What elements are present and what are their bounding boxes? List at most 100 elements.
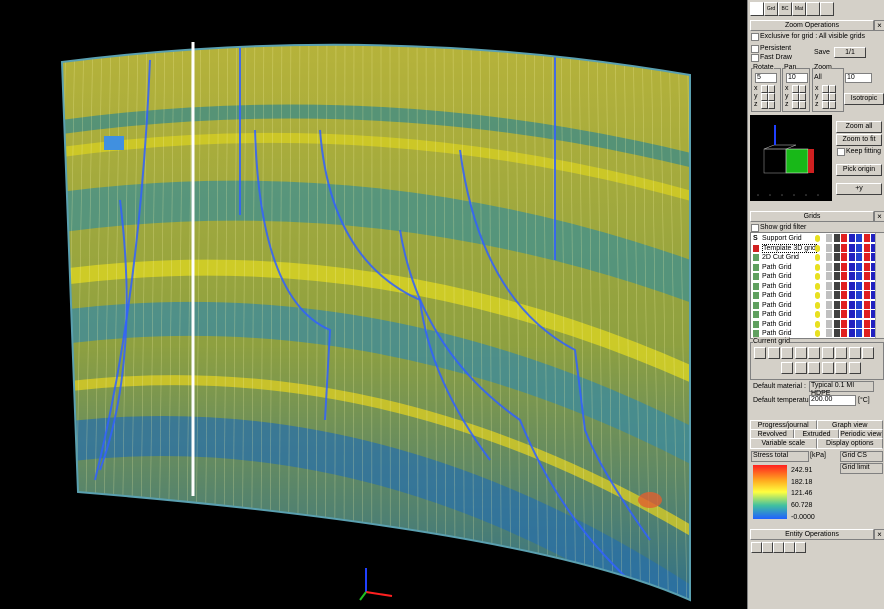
grid-option[interactable] [863,329,870,337]
grid-option[interactable] [848,253,855,261]
grid-option[interactable] [833,253,840,261]
grid-option[interactable] [826,310,832,318]
spin-button[interactable] [822,93,829,101]
grid-option[interactable] [841,339,847,340]
grid-option[interactable] [848,329,855,337]
material-select[interactable]: Typical 0.1 MI HDPE [809,381,874,397]
grid-option[interactable] [856,339,862,340]
grid-option[interactable] [871,339,877,340]
tool-button[interactable] [784,542,795,553]
spin-button[interactable] [768,93,775,101]
tool-button[interactable] [767,347,780,359]
grid-option[interactable] [841,281,847,290]
spin-button[interactable] [768,101,775,109]
zoom-field[interactable]: 10 [845,73,872,83]
variable-select[interactable]: Stress total [751,451,809,462]
grid-option[interactable] [826,262,832,271]
grid-option[interactable] [856,291,862,299]
tool-button[interactable] [835,347,847,359]
visible-toggle[interactable] [815,292,820,299]
grid-row[interactable]: Path Grid [751,262,884,272]
grid-option[interactable] [848,300,855,309]
grid-row[interactable]: Path Grid [751,281,884,291]
checkbox[interactable] [837,148,845,156]
spin-button[interactable] [792,93,799,101]
grid-option[interactable] [848,281,855,290]
spin-button[interactable] [768,85,775,93]
tool-button[interactable] [821,362,834,374]
grid-option[interactable] [848,310,855,318]
spin-button[interactable] [829,93,836,101]
grid-option[interactable] [841,319,847,328]
spin-button[interactable] [792,85,799,93]
grid-option[interactable] [856,234,862,242]
spin-button[interactable] [829,101,836,109]
grid-option[interactable] [863,291,870,299]
grid-option[interactable] [833,319,840,328]
grid-option[interactable] [871,243,877,252]
grid-option[interactable] [863,272,870,280]
tool-button[interactable] [794,362,807,374]
grid-option[interactable] [849,339,855,340]
spin-button[interactable] [799,85,806,93]
grid-option[interactable] [826,272,832,280]
grid-option[interactable] [856,262,862,271]
spin-button[interactable] [761,85,768,93]
grid-option[interactable] [848,234,855,242]
visible-toggle[interactable] [815,320,820,328]
grid-option[interactable] [871,310,877,318]
grid-option[interactable] [871,281,877,290]
grid-option[interactable] [833,262,840,271]
zoom-to-fit-button[interactable]: Zoom to fit [836,134,882,146]
visible-toggle[interactable] [815,301,820,309]
grid-option[interactable] [871,272,877,280]
grid-option[interactable] [863,319,870,328]
pick-origin-button[interactable]: Pick origin [836,164,882,176]
grid-option[interactable] [871,291,877,299]
grid-option[interactable] [841,300,847,309]
tool-button[interactable] [762,542,773,553]
grid-row[interactable]: Path Grid [751,329,884,338]
spin-button[interactable] [829,85,836,93]
grid-option[interactable] [841,272,847,280]
grid-option[interactable] [856,272,862,280]
grid-option[interactable] [826,319,832,328]
close-button[interactable]: × [874,211,884,222]
grid-row[interactable]: 2D Cut Grid [751,253,884,262]
grid-option[interactable] [841,243,847,252]
grid-option[interactable] [856,281,862,290]
grid-row[interactable]: Path Grid [751,310,884,319]
page-field[interactable]: 1/1 [834,47,866,58]
grid-option[interactable] [856,300,862,309]
grid-option[interactable] [826,243,832,252]
grid-option[interactable] [833,291,840,299]
grid-option[interactable] [863,310,870,318]
toolbar-button[interactable] [820,2,834,16]
grid-option[interactable] [863,234,870,242]
grid-option[interactable] [848,262,855,271]
toolbar-button[interactable] [750,2,764,16]
tool-button[interactable] [835,362,847,374]
visible-toggle[interactable] [815,311,820,318]
grid-option[interactable] [833,281,840,290]
visible-toggle[interactable] [815,235,820,242]
spin-button[interactable] [799,101,806,109]
grid-option[interactable] [841,310,847,318]
grid-option[interactable] [863,243,870,252]
tool-button[interactable] [808,347,820,359]
tool-button[interactable] [781,362,793,374]
spin-button[interactable] [792,101,799,109]
grid-option[interactable] [863,300,870,309]
tool-button[interactable] [862,347,874,359]
tool-button[interactable] [781,347,793,359]
grid-option[interactable] [871,234,877,242]
grid-option[interactable] [864,339,870,340]
tool-button[interactable] [794,347,807,359]
zoom-all-button[interactable]: Zoom all [836,121,882,133]
grid-option[interactable] [856,319,862,328]
spin-button[interactable] [799,93,806,101]
grid-option[interactable] [833,243,840,252]
scrollbar[interactable] [875,233,884,338]
close-button[interactable]: × [874,529,884,540]
grid-option[interactable] [848,291,855,299]
